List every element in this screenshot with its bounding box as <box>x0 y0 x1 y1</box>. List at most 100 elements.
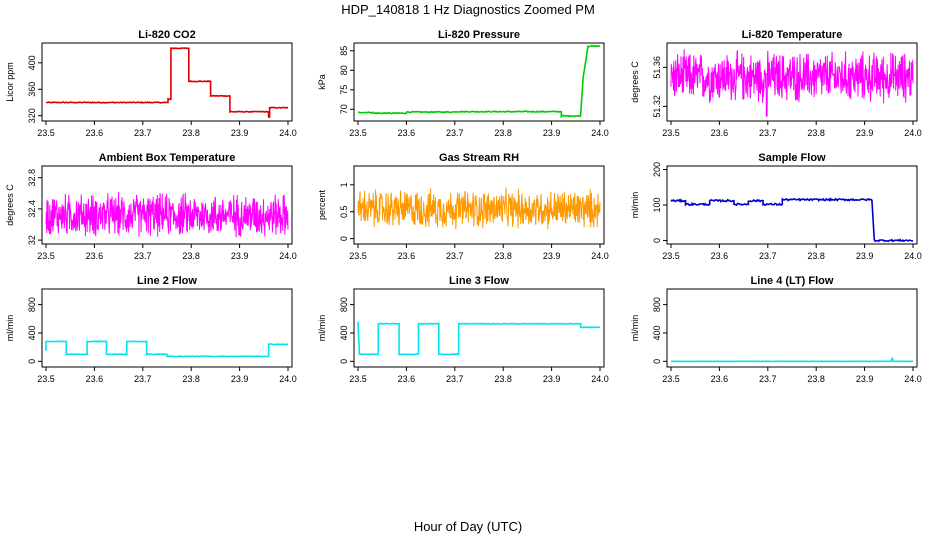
series-line-rh <box>357 187 601 230</box>
y-axis-label: degrees C <box>630 61 640 103</box>
panel-title: Gas Stream RH <box>439 152 519 164</box>
y-tick-label: 0 <box>652 359 662 364</box>
y-tick-label: 70 <box>339 104 349 114</box>
panel-pressure: Li-820 Pressure kPa 23.5 23.6 23.7 23.8 23.9 24… <box>317 29 609 138</box>
x-tick-label: 23.7 <box>134 251 152 261</box>
x-tick-label: 23.5 <box>37 374 55 384</box>
panel-title: Line 2 Flow <box>137 275 197 287</box>
x-tick-label: 23.7 <box>446 251 464 261</box>
panel-title: Li-820 CO2 <box>138 29 195 41</box>
panel-sample: Sample Flow ml/min 23.5 23.6 23.7 23.8 23.9 24.… <box>630 152 922 261</box>
x-tick-label: 23.6 <box>398 128 416 138</box>
x-tick-label: 23.6 <box>398 374 416 384</box>
x-tick-label: 24.0 <box>904 128 922 138</box>
y-tick-label: 200 <box>652 162 662 177</box>
y-tick-label: 0 <box>339 236 349 241</box>
x-tick-label: 23.6 <box>398 251 416 261</box>
series-line-line4 <box>670 356 914 363</box>
x-tick-label: 23.9 <box>856 128 874 138</box>
series-line-line2 <box>45 340 289 358</box>
plot-frame <box>41 165 293 245</box>
x-tick-label: 23.7 <box>759 374 777 384</box>
x-tick-label: 24.0 <box>591 374 609 384</box>
series-line-ambtemp <box>45 191 289 238</box>
x-tick-label: 23.9 <box>543 251 561 261</box>
y-axis-label: percent <box>317 189 327 220</box>
panel-title: Li-820 Temperature <box>742 29 843 41</box>
panel-title: Li-820 Pressure <box>438 29 520 41</box>
x-tick-label: 23.8 <box>494 128 512 138</box>
y-tick-label: 0.5 <box>339 205 349 218</box>
series-line-line3 <box>357 321 601 356</box>
x-tick-label: 24.0 <box>591 128 609 138</box>
y-tick-label: 360 <box>27 82 37 97</box>
x-tick-label: 23.6 <box>711 251 729 261</box>
plot-frame <box>353 288 605 368</box>
x-tick-label: 23.5 <box>37 251 55 261</box>
x-tick-label: 24.0 <box>904 251 922 261</box>
series-line-pressure <box>357 44 601 119</box>
panel-rh: Gas Stream RH percent 23.5 23.6 23.7 23.8 23.9… <box>317 152 609 261</box>
panel-ambtemp: Ambient Box Temperature degrees C 23.5 23.6… <box>5 152 297 261</box>
plot-frame <box>41 42 293 122</box>
panel-title: Line 4 (LT) Flow <box>751 275 834 287</box>
y-tick-label: 32 <box>27 235 37 245</box>
y-tick-label: 32.8 <box>27 169 37 187</box>
y-tick-label: 800 <box>339 297 349 312</box>
panel-line3: Line 3 Flow ml/min 23.5 23.6 23.7 23.8 23.9 24.… <box>317 275 609 384</box>
plot-frame <box>353 165 605 245</box>
y-tick-label: 100 <box>652 197 662 212</box>
x-tick-label: 23.8 <box>182 374 200 384</box>
panel-title: Sample Flow <box>758 152 826 164</box>
x-tick-label: 23.5 <box>662 251 680 261</box>
x-tick-label: 23.5 <box>349 251 367 261</box>
x-tick-label: 23.6 <box>86 128 104 138</box>
x-tick-label: 23.9 <box>856 374 874 384</box>
x-tick-label: 23.5 <box>37 128 55 138</box>
x-tick-label: 23.8 <box>807 251 825 261</box>
x-tick-label: 23.5 <box>349 374 367 384</box>
x-tick-label: 23.6 <box>86 251 104 261</box>
panels-group: Li-820 CO2 Licor ppm 23.5 23.6 23.7 23.8 23.9 2… <box>5 29 922 384</box>
x-tick-label: 23.8 <box>494 374 512 384</box>
x-tick-label: 23.6 <box>711 128 729 138</box>
x-tick-label: 23.5 <box>662 128 680 138</box>
x-tick-label: 23.9 <box>231 374 249 384</box>
x-tick-label: 23.9 <box>543 374 561 384</box>
y-tick-label: 1 <box>339 182 349 187</box>
y-tick-label: 75 <box>339 85 349 95</box>
y-tick-label: 400 <box>339 325 349 340</box>
x-tick-label: 23.9 <box>231 128 249 138</box>
y-axis-label: kPa <box>317 74 327 90</box>
x-tick-label: 23.8 <box>182 128 200 138</box>
y-tick-label: 400 <box>652 325 662 340</box>
panel-line2: Line 2 Flow ml/min 23.5 23.6 23.7 23.8 23.9 24.… <box>5 275 297 384</box>
x-tick-label: 23.7 <box>759 128 777 138</box>
x-tick-label: 23.9 <box>856 251 874 261</box>
y-tick-label: 0 <box>339 359 349 364</box>
x-tick-label: 24.0 <box>904 374 922 384</box>
x-tick-label: 24.0 <box>591 251 609 261</box>
y-tick-label: 800 <box>652 297 662 312</box>
y-tick-label: 800 <box>27 297 37 312</box>
panel-co2: Li-820 CO2 Licor ppm 23.5 23.6 23.7 23.8 23.9 2… <box>5 29 297 138</box>
x-tick-label: 23.6 <box>711 374 729 384</box>
x-tick-label: 23.5 <box>349 128 367 138</box>
series-line-sample <box>670 197 914 243</box>
plot-frame <box>666 42 918 122</box>
x-tick-label: 23.8 <box>807 128 825 138</box>
y-tick-label: 400 <box>27 325 37 340</box>
x-tick-label: 24.0 <box>279 374 297 384</box>
x-tick-label: 23.9 <box>543 128 561 138</box>
y-axis-label: ml/min <box>630 192 640 219</box>
x-tick-label: 23.8 <box>182 251 200 261</box>
panel-litemp: Li-820 Temperature degrees C 23.5 23.6 23.7 2… <box>630 29 922 138</box>
plot-frame <box>666 288 918 368</box>
y-tick-label: 0 <box>27 359 37 364</box>
x-tick-label: 23.7 <box>759 251 777 261</box>
series-line-co2 <box>45 47 289 118</box>
y-tick-label: 80 <box>339 65 349 75</box>
y-tick-label: 320 <box>27 108 37 123</box>
x-tick-label: 24.0 <box>279 251 297 261</box>
